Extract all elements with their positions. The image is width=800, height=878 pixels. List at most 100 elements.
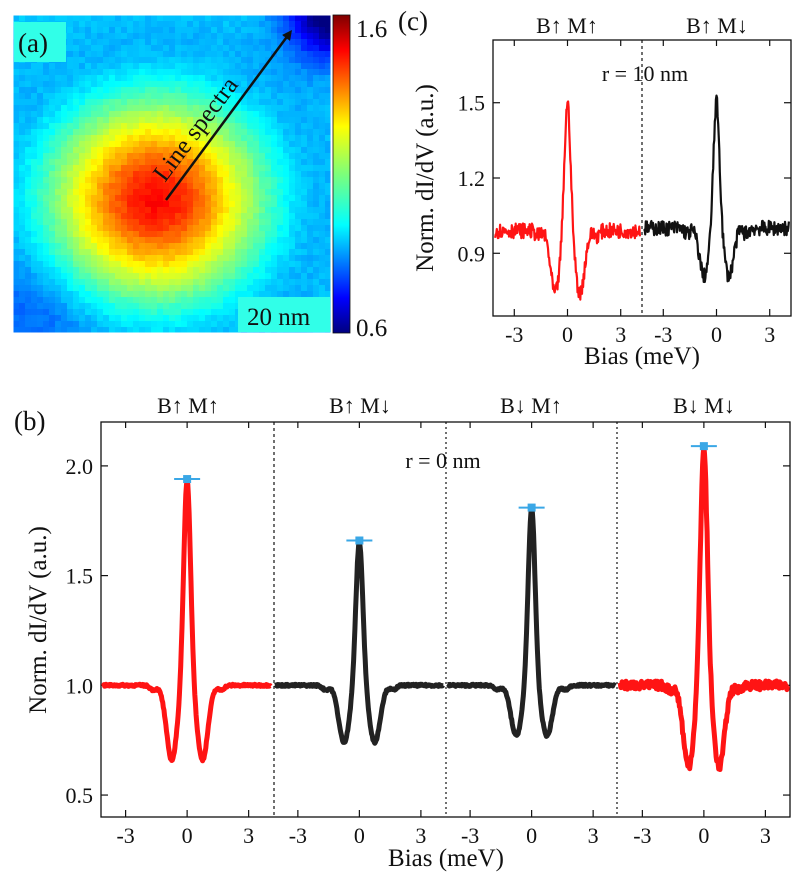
heatmap-cell xyxy=(43,255,50,262)
heatmap-cell xyxy=(223,63,230,70)
heatmap-cell xyxy=(31,135,38,142)
heatmap-cell xyxy=(37,69,44,76)
heatmap-cell xyxy=(289,255,296,262)
heatmap-cell xyxy=(97,21,104,28)
heatmap-cell xyxy=(55,93,62,100)
heatmap-cell xyxy=(175,315,182,322)
heatmap-cell xyxy=(133,93,140,100)
heatmap-cell xyxy=(169,153,176,160)
heatmap-cell xyxy=(127,231,134,238)
heatmap-cell xyxy=(151,189,158,196)
heatmap-cell xyxy=(295,63,302,70)
heatmap-cell xyxy=(283,93,290,100)
heatmap-cell xyxy=(133,201,140,208)
heatmap-cell xyxy=(259,267,266,274)
heatmap-cell xyxy=(205,309,212,316)
heatmap-cell xyxy=(139,261,146,268)
heatmap-cell xyxy=(205,93,212,100)
heatmap-cell xyxy=(253,249,260,256)
heatmap-cell xyxy=(109,189,116,196)
heatmap-cell xyxy=(181,315,188,322)
heatmap-cell xyxy=(43,273,50,280)
heatmap-cell xyxy=(247,153,254,160)
heatmap-cell xyxy=(187,99,194,106)
heatmap-cell xyxy=(121,255,128,262)
heatmap-cell xyxy=(313,105,320,112)
heatmap-cell xyxy=(31,267,38,274)
heatmap-cell xyxy=(103,123,110,130)
heatmap-cell xyxy=(241,87,248,94)
heatmap-cell xyxy=(211,21,218,28)
heatmap-cell xyxy=(97,87,104,94)
heatmap-cell xyxy=(253,273,260,280)
heatmap-cell xyxy=(289,279,296,286)
heatmap-cell xyxy=(277,87,284,94)
heatmap-cell xyxy=(307,195,314,202)
heatmap-cell xyxy=(181,87,188,94)
heatmap-cell xyxy=(307,219,314,226)
heatmap-cell xyxy=(163,279,170,286)
heatmap-cell xyxy=(97,171,104,178)
heatmap-cell xyxy=(163,309,170,316)
heatmap-cell xyxy=(97,219,104,226)
heatmap-cell xyxy=(109,261,116,268)
heatmap-cell xyxy=(259,219,266,226)
heatmap-cell xyxy=(85,303,92,310)
heatmap-cell xyxy=(103,27,110,34)
heatmap-cell xyxy=(199,45,206,52)
heatmap-cell xyxy=(79,111,86,118)
heatmap-cell xyxy=(295,171,302,178)
heatmap-cell xyxy=(211,255,218,262)
heatmap-cell xyxy=(229,135,236,142)
heatmap-cell xyxy=(157,225,164,232)
heatmap-cell xyxy=(235,141,242,148)
heatmap-cell xyxy=(67,15,74,22)
heatmap-cell xyxy=(289,141,296,148)
heatmap-cell xyxy=(181,33,188,40)
heatmap-cell xyxy=(265,45,272,52)
heatmap-cell xyxy=(181,195,188,202)
heatmap-cell xyxy=(307,63,314,70)
heatmap-cell xyxy=(31,87,38,94)
heatmap-cell xyxy=(67,237,74,244)
heatmap-cell xyxy=(37,147,44,154)
heatmap-cell xyxy=(175,183,182,190)
heatmap-cell xyxy=(145,207,152,214)
heatmap-cell xyxy=(109,231,116,238)
heatmap-cell xyxy=(127,117,134,124)
heatmap-cell xyxy=(295,279,302,286)
heatmap-cell xyxy=(133,225,140,232)
heatmap-cell xyxy=(73,105,80,112)
heatmap-cell xyxy=(205,267,212,274)
heatmap-cell xyxy=(223,285,230,292)
heatmap-cell xyxy=(313,15,320,22)
heatmap-cell xyxy=(115,111,122,118)
heatmap-cell xyxy=(67,33,74,40)
heatmap-cell xyxy=(115,117,122,124)
heatmap-cell xyxy=(229,273,236,280)
heatmap-cell xyxy=(187,225,194,232)
scalebar-label: 20 nm xyxy=(247,304,311,331)
heatmap-cell xyxy=(253,279,260,286)
heatmap-cell xyxy=(115,159,122,166)
heatmap-cell xyxy=(199,57,206,64)
heatmap-cell xyxy=(31,147,38,154)
heatmap-cell xyxy=(307,279,314,286)
heatmap-cell xyxy=(325,171,332,178)
heatmap-cell xyxy=(73,273,80,280)
heatmap-cell xyxy=(145,243,152,250)
heatmap-cell xyxy=(19,213,26,220)
heatmap-cell xyxy=(313,183,320,190)
heatmap-cell xyxy=(139,33,146,40)
heatmap-cell xyxy=(151,105,158,112)
heatmap-cell xyxy=(259,21,266,28)
heatmap-cell xyxy=(139,141,146,148)
heatmap-cell xyxy=(91,189,98,196)
heatmap-cell xyxy=(181,243,188,250)
heatmap-cell xyxy=(91,165,98,172)
heatmap-cell xyxy=(223,129,230,136)
heatmap-cell xyxy=(301,141,308,148)
heatmap-cell xyxy=(49,261,56,268)
heatmap-cell xyxy=(37,159,44,166)
heatmap-cell xyxy=(325,21,332,28)
